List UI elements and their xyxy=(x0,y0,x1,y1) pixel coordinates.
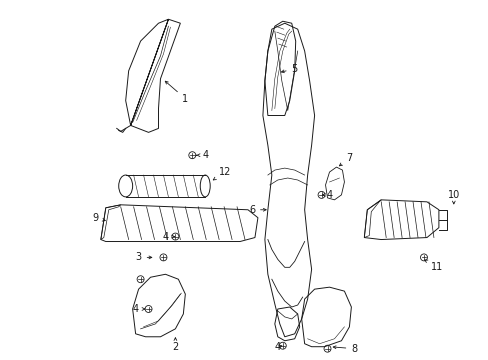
Text: 2: 2 xyxy=(172,338,178,352)
Text: 11: 11 xyxy=(424,260,442,272)
Text: 8: 8 xyxy=(332,344,357,354)
Text: 4: 4 xyxy=(162,231,174,242)
Text: 5: 5 xyxy=(281,64,297,74)
Text: 4: 4 xyxy=(132,304,144,314)
Text: 7: 7 xyxy=(339,153,352,166)
Text: 1: 1 xyxy=(165,81,188,104)
Text: 4: 4 xyxy=(196,150,208,160)
Text: 9: 9 xyxy=(93,213,105,223)
Text: 3: 3 xyxy=(135,252,151,262)
Text: 6: 6 xyxy=(248,205,265,215)
Text: 4: 4 xyxy=(274,342,281,352)
Text: 4: 4 xyxy=(322,190,332,200)
Text: 10: 10 xyxy=(447,190,459,204)
Text: 12: 12 xyxy=(213,167,231,180)
